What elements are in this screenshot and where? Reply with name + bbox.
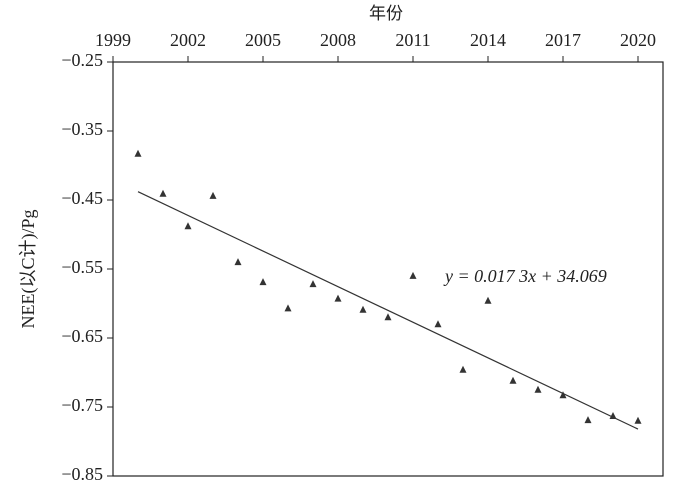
point	[159, 189, 167, 197]
trend-line	[137, 191, 639, 430]
point	[134, 149, 142, 157]
point	[509, 376, 517, 384]
x-tick-label: 2014	[470, 30, 506, 50]
x-tick-label: 2005	[245, 30, 281, 50]
y-tick-label: −0.65	[61, 326, 103, 346]
point	[209, 191, 217, 199]
x-axis-label: 年份	[369, 4, 403, 24]
y-tick-label: −0.25	[61, 50, 103, 70]
x-tick-label: 1999	[95, 30, 131, 50]
point	[384, 313, 392, 321]
x-tick-label: 2008	[320, 30, 356, 50]
x-tick-label: 2002	[170, 30, 206, 50]
y-tick-label: −0.75	[61, 395, 103, 415]
x-tick-label: 2011	[395, 30, 430, 50]
point	[409, 271, 417, 279]
point	[234, 258, 242, 266]
point	[334, 294, 342, 302]
point	[434, 320, 442, 328]
point	[284, 304, 292, 312]
point	[584, 416, 592, 424]
point	[534, 385, 542, 393]
point	[184, 222, 192, 230]
y-tick-label: −0.85	[61, 464, 103, 484]
x-tick-label: 2020	[620, 30, 656, 50]
point	[359, 305, 367, 313]
point	[559, 391, 567, 399]
y-axis-label: NEE(以C计)/Pg	[18, 210, 39, 329]
y-tick-label: −0.35	[61, 119, 103, 139]
x-tick-label: 2017	[545, 30, 581, 50]
y-tick-label: −0.55	[61, 257, 103, 277]
trend-equation: y = 0.017 3x + 34.069	[443, 266, 607, 286]
point	[309, 280, 317, 288]
point	[484, 296, 492, 304]
point	[259, 278, 267, 286]
y-tick-label: −0.45	[61, 188, 103, 208]
point	[459, 365, 467, 373]
point	[609, 411, 617, 419]
point	[634, 416, 642, 424]
